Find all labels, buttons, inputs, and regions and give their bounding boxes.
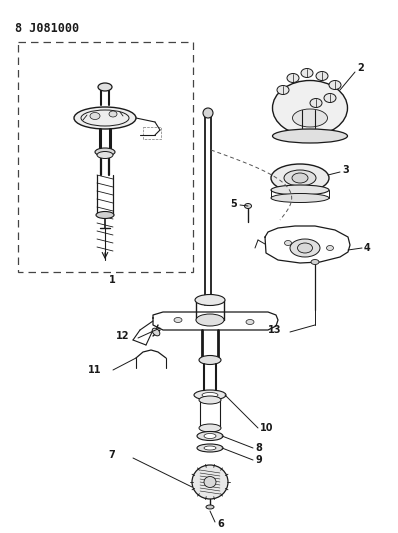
Ellipse shape: [284, 170, 316, 186]
Ellipse shape: [326, 246, 334, 251]
Ellipse shape: [152, 328, 160, 336]
Ellipse shape: [204, 446, 216, 450]
Ellipse shape: [271, 185, 329, 195]
Ellipse shape: [204, 433, 216, 439]
Text: 11: 11: [88, 365, 101, 375]
Bar: [18, 42, 193, 272]
Text: 2: 2: [357, 63, 364, 73]
Ellipse shape: [273, 80, 347, 135]
Text: 7: 7: [108, 450, 115, 460]
Ellipse shape: [271, 164, 329, 192]
Text: 13: 13: [268, 325, 281, 335]
Ellipse shape: [287, 74, 299, 83]
Ellipse shape: [98, 83, 112, 91]
Ellipse shape: [292, 173, 308, 183]
Text: 12: 12: [116, 331, 129, 341]
Ellipse shape: [273, 129, 347, 143]
Ellipse shape: [202, 392, 218, 398]
Ellipse shape: [109, 111, 117, 117]
Ellipse shape: [206, 505, 214, 509]
Ellipse shape: [199, 396, 221, 404]
Ellipse shape: [203, 108, 213, 118]
Ellipse shape: [197, 444, 223, 452]
Ellipse shape: [297, 243, 312, 253]
Ellipse shape: [196, 314, 224, 326]
Ellipse shape: [199, 424, 221, 432]
Ellipse shape: [310, 99, 322, 108]
Ellipse shape: [96, 212, 114, 219]
Ellipse shape: [204, 477, 216, 488]
Text: 1: 1: [109, 275, 116, 285]
Ellipse shape: [329, 80, 341, 90]
Text: 6: 6: [217, 519, 224, 529]
Ellipse shape: [316, 71, 328, 80]
Ellipse shape: [90, 112, 100, 119]
Ellipse shape: [285, 240, 291, 246]
Ellipse shape: [197, 432, 223, 440]
Text: 9: 9: [255, 455, 262, 465]
Text: 8: 8: [255, 443, 262, 453]
Ellipse shape: [74, 107, 136, 129]
Ellipse shape: [95, 148, 115, 156]
Ellipse shape: [324, 93, 336, 102]
Ellipse shape: [194, 390, 226, 400]
Ellipse shape: [192, 465, 228, 499]
Ellipse shape: [290, 239, 320, 257]
Ellipse shape: [293, 109, 328, 127]
Text: 3: 3: [342, 165, 349, 175]
Ellipse shape: [195, 295, 225, 305]
Ellipse shape: [246, 319, 254, 325]
Ellipse shape: [311, 260, 319, 264]
Ellipse shape: [301, 69, 313, 77]
Ellipse shape: [277, 85, 289, 94]
Bar: [143, 127, 161, 139]
Text: 4: 4: [364, 243, 371, 253]
Text: 8 J081000: 8 J081000: [15, 22, 79, 35]
Text: 5: 5: [230, 199, 237, 209]
Ellipse shape: [174, 318, 182, 322]
Ellipse shape: [244, 204, 252, 208]
Ellipse shape: [97, 151, 113, 158]
Ellipse shape: [199, 356, 221, 365]
Ellipse shape: [271, 193, 329, 203]
Text: 10: 10: [260, 423, 273, 433]
